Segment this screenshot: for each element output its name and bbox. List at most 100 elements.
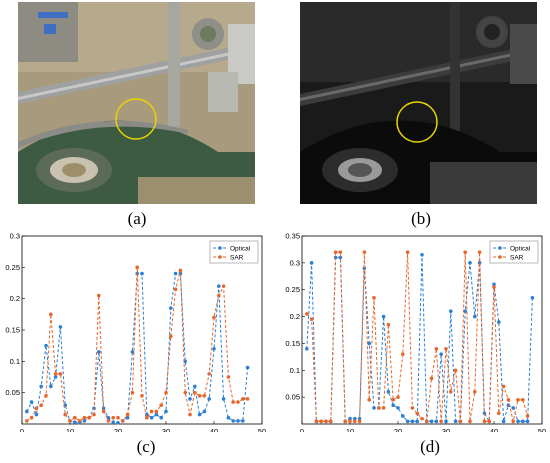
data-point-optical bbox=[338, 255, 343, 260]
x-tick-label: 40 bbox=[210, 427, 218, 432]
data-point-optical bbox=[217, 284, 221, 288]
data-point-sar bbox=[377, 406, 381, 410]
legend-label-sar: SAR bbox=[510, 255, 524, 262]
data-point-sar bbox=[305, 312, 309, 316]
data-point-sar bbox=[44, 394, 48, 398]
data-point-sar bbox=[434, 347, 439, 351]
highlight-circle bbox=[396, 101, 438, 143]
data-point-sar bbox=[329, 419, 333, 424]
data-point-optical bbox=[511, 406, 515, 410]
data-point-optical bbox=[197, 412, 202, 417]
data-point-sar bbox=[386, 322, 391, 327]
data-point-sar bbox=[429, 376, 434, 381]
data-point-optical bbox=[348, 416, 352, 421]
data-point-sar bbox=[473, 389, 477, 394]
data-point-sar bbox=[333, 250, 338, 254]
y-tick-label: 0.1 bbox=[290, 366, 300, 375]
data-point-sar bbox=[410, 406, 415, 410]
x-tick-label: 40 bbox=[490, 427, 498, 432]
data-point-sar bbox=[241, 397, 245, 401]
data-point-sar bbox=[101, 409, 106, 414]
data-point-sar bbox=[63, 412, 67, 417]
data-point-optical bbox=[188, 397, 192, 401]
data-point-sar bbox=[357, 419, 362, 424]
chart-c: 0 10 20 30 40 50 0.05 0.1 0.15 0.2 0.25 0.3 Optical S… bbox=[5, 232, 266, 432]
data-point-optical bbox=[492, 282, 496, 287]
data-point-sar bbox=[164, 390, 168, 395]
data-point-sar bbox=[111, 415, 115, 420]
legend-label-optical: Optical bbox=[510, 246, 531, 253]
data-point-sar bbox=[53, 372, 58, 376]
data-point-optical bbox=[130, 350, 135, 354]
data-point-optical bbox=[236, 419, 240, 423]
data-point-optical bbox=[429, 419, 434, 424]
data-point-sar bbox=[87, 415, 91, 420]
data-point-sar bbox=[372, 295, 376, 300]
y-tick-label: 0.05 bbox=[5, 388, 20, 397]
data-point-sar bbox=[236, 400, 240, 404]
data-point-optical bbox=[39, 384, 43, 389]
data-point-sar bbox=[73, 415, 77, 420]
data-point-optical bbox=[396, 406, 400, 410]
data-point-sar bbox=[497, 411, 501, 416]
x-tick-label: 10 bbox=[346, 427, 354, 432]
series-line-optical bbox=[306, 254, 533, 424]
chart-d: 0 10 20 30 40 50 0.05 0.1 0.15 0.2 0.25 0.3 0.35 Opti… bbox=[285, 232, 546, 432]
x-tick-label: 30 bbox=[162, 427, 170, 432]
data-point-sar bbox=[401, 352, 405, 356]
data-point-sar bbox=[188, 412, 192, 417]
data-point-sar bbox=[309, 317, 314, 322]
data-point-sar bbox=[217, 293, 221, 298]
data-point-optical bbox=[449, 309, 453, 313]
data-point-sar bbox=[92, 412, 96, 417]
data-point-optical bbox=[173, 271, 178, 276]
y-tick-label: 0.1 bbox=[10, 357, 20, 366]
data-point-sar bbox=[425, 419, 429, 424]
data-point-sar bbox=[444, 347, 448, 351]
data-point-optical bbox=[353, 416, 357, 421]
data-point-sar bbox=[506, 398, 511, 402]
data-point-sar bbox=[82, 415, 87, 420]
x-tick-label: 20 bbox=[394, 427, 402, 432]
data-point-sar bbox=[125, 412, 130, 417]
data-point-sar bbox=[34, 406, 39, 411]
data-point-sar bbox=[25, 419, 29, 423]
data-point-sar bbox=[314, 419, 319, 424]
data-point-sar bbox=[525, 414, 530, 418]
data-point-sar bbox=[183, 390, 187, 395]
legend bbox=[489, 240, 539, 264]
x-tick-label: 0 bbox=[20, 427, 24, 432]
data-point-optical bbox=[241, 419, 245, 423]
caption-c: (c) bbox=[136, 437, 156, 456]
y-tick-label: 0.15 bbox=[5, 326, 20, 335]
data-point-optical bbox=[415, 419, 419, 424]
data-point-optical bbox=[226, 415, 231, 420]
y-tick-label: 0.3 bbox=[290, 258, 300, 267]
data-point-sar bbox=[463, 250, 467, 254]
data-point-sar bbox=[135, 265, 139, 270]
series-line-sar bbox=[306, 251, 529, 423]
data-point-optical bbox=[154, 412, 159, 417]
sar-image bbox=[300, 2, 537, 204]
data-point-optical bbox=[439, 352, 443, 356]
data-point-sar bbox=[202, 394, 207, 398]
x-tick-label: 20 bbox=[114, 427, 122, 432]
data-point-sar bbox=[396, 395, 400, 399]
data-point-optical bbox=[44, 343, 48, 348]
data-point-sar bbox=[145, 415, 149, 420]
data-point-optical bbox=[463, 309, 467, 313]
data-point-optical bbox=[245, 365, 250, 370]
data-point-sar bbox=[468, 419, 472, 424]
y-tick-label: 0.3 bbox=[10, 232, 20, 241]
data-point-optical bbox=[149, 415, 154, 420]
data-point-sar bbox=[130, 390, 135, 395]
data-point-optical bbox=[497, 320, 501, 324]
data-point-optical bbox=[420, 253, 424, 257]
x-tick-label: 50 bbox=[258, 427, 266, 432]
data-point-optical bbox=[405, 419, 410, 424]
data-point-sar bbox=[207, 372, 211, 376]
data-point-optical bbox=[34, 412, 39, 417]
data-point-sar bbox=[68, 419, 72, 423]
y-tick-label: 0.25 bbox=[285, 285, 300, 294]
data-point-optical bbox=[521, 419, 525, 424]
